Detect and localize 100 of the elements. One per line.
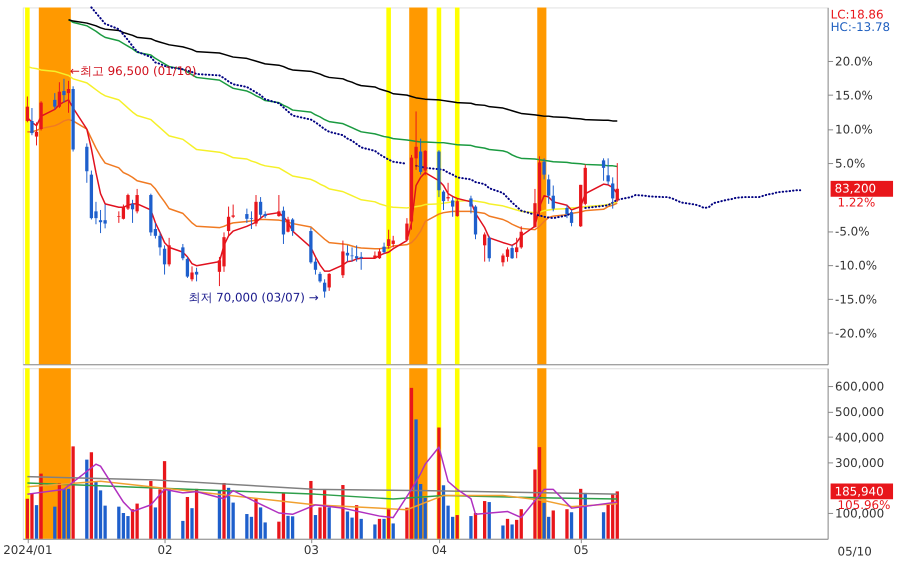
candlestick	[488, 235, 491, 262]
candlestick	[506, 246, 510, 262]
bar	[90, 452, 94, 539]
candlestick	[451, 196, 454, 218]
candlestick	[424, 150, 427, 176]
candlestick	[570, 209, 574, 227]
line-series	[68, 18, 618, 122]
x-tick-label: 05	[574, 543, 589, 558]
bar	[392, 523, 395, 539]
candlestick	[501, 252, 505, 267]
line-series	[26, 446, 618, 518]
bar	[314, 515, 318, 539]
y-tick-label: 10.0%	[835, 122, 873, 137]
bar	[58, 482, 62, 539]
candlestick	[510, 244, 514, 260]
text: 185,940	[834, 484, 884, 498]
candlestick	[418, 138, 422, 176]
candlestick	[611, 176, 614, 210]
candlestick	[446, 182, 450, 202]
candlestick	[602, 158, 606, 182]
bar	[506, 518, 510, 539]
x-tick-label: 04	[432, 543, 447, 558]
candlestick	[181, 243, 184, 261]
bar	[584, 492, 587, 539]
y-tick-label: -10.0%	[835, 258, 878, 272]
bar	[322, 490, 326, 539]
candlestick	[606, 158, 610, 186]
bar	[328, 507, 331, 539]
y-tick-label: 600,000	[835, 380, 884, 394]
candlestick	[254, 194, 258, 227]
bar	[346, 511, 350, 539]
bar	[181, 520, 184, 539]
line-series	[26, 480, 618, 510]
candlestick	[547, 174, 550, 204]
candlestick	[186, 256, 190, 278]
text: 1.22%	[838, 196, 876, 210]
x-tick-label: 02	[157, 543, 173, 558]
line-series	[68, 18, 618, 168]
y-tick-label: -5.0%	[835, 224, 870, 239]
bar	[135, 504, 139, 539]
bar	[469, 516, 473, 539]
candlestick	[520, 226, 523, 250]
bar	[602, 512, 606, 539]
candlestick	[442, 190, 446, 210]
text: 05/10	[838, 544, 872, 559]
y-tick-label: 500,000	[835, 404, 884, 419]
bar	[85, 460, 88, 539]
candlestick	[542, 158, 546, 180]
x-tick-label: 03	[304, 543, 319, 558]
text: LC:18.86	[830, 7, 884, 22]
bar	[354, 505, 358, 539]
bar	[552, 510, 555, 539]
candlestick	[290, 218, 294, 236]
bar	[53, 506, 56, 539]
bar	[570, 512, 574, 539]
candlestick	[190, 266, 194, 282]
candlestick	[232, 204, 235, 219]
candlestick	[382, 242, 386, 254]
bar	[66, 488, 70, 539]
y-tick-label: -15.0%	[835, 292, 878, 306]
candlestick	[277, 194, 281, 218]
candlestick	[318, 271, 322, 284]
bar	[382, 518, 386, 539]
bar	[483, 501, 486, 539]
bar	[565, 509, 569, 539]
y-tick-label: 300,000	[835, 456, 884, 470]
candlestick	[469, 195, 473, 214]
candlestick	[130, 199, 134, 224]
candlestick	[456, 198, 459, 218]
bar	[186, 496, 190, 539]
bar	[190, 508, 194, 539]
bar	[501, 525, 505, 539]
bar	[245, 514, 249, 539]
bar	[167, 489, 171, 539]
y-tick-label: 20.0%	[835, 54, 873, 69]
bar	[456, 515, 459, 539]
y-tick-label: -20.0%	[835, 326, 878, 340]
bar	[360, 518, 363, 539]
candlestick	[405, 218, 409, 242]
y-tick-label: 15.0%	[835, 88, 873, 103]
candlestick	[167, 237, 171, 267]
bar	[154, 507, 158, 539]
annotation: 최저 70,000 (03/07) →	[188, 290, 319, 305]
candlestick	[245, 208, 249, 224]
candlestick	[515, 237, 518, 259]
line-series	[26, 482, 618, 500]
candlestick	[135, 188, 139, 214]
y-tick-label: 5.0%	[835, 156, 866, 171]
bar	[126, 516, 130, 539]
candlestick	[322, 278, 326, 298]
candlestick	[53, 92, 56, 110]
text: HC:-13.78	[830, 20, 890, 34]
candlestick	[158, 232, 162, 256]
text: 83,200	[834, 182, 876, 196]
candlestick	[162, 244, 166, 276]
bar	[378, 518, 382, 539]
bar	[149, 480, 152, 539]
line-series	[26, 476, 618, 495]
x-tick-label: 2024/01	[3, 543, 53, 558]
bar	[34, 505, 38, 539]
